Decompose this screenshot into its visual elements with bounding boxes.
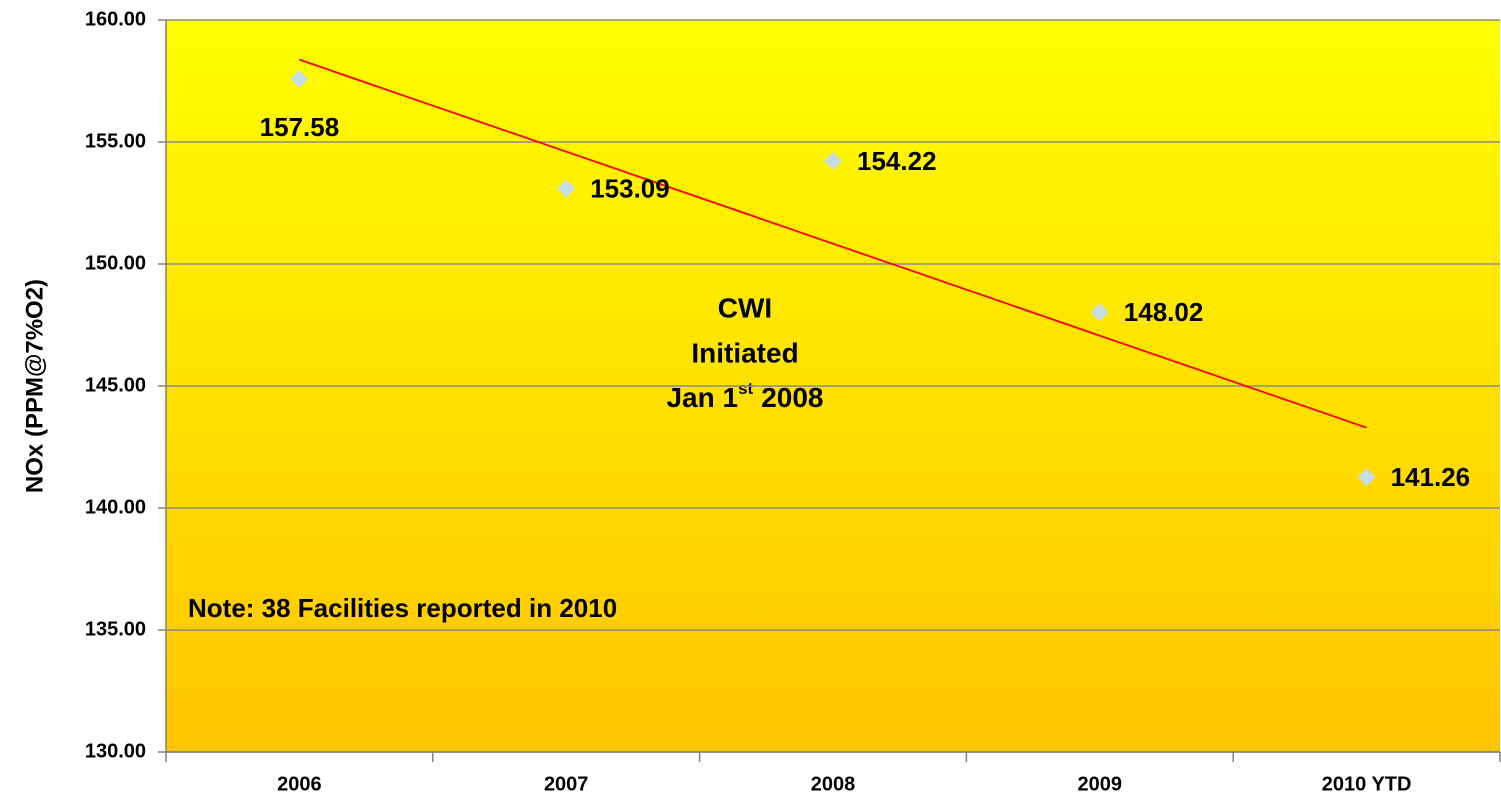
- data-label: 153.09: [590, 173, 670, 203]
- y-tick-label: 145.00: [85, 374, 146, 396]
- data-point: [290, 70, 309, 89]
- y-tick-label: 140.00: [85, 496, 146, 518]
- annotation: CWI: [718, 292, 772, 323]
- y-axis-title: NOx (PPM@7%O2): [21, 279, 48, 493]
- annotation-date: Jan 1: [666, 382, 738, 413]
- data-point: [824, 152, 842, 171]
- annotation: Jan 1st 2008: [666, 379, 823, 413]
- y-tick-label: 130.00: [85, 740, 146, 762]
- y-tick-label: 155.00: [85, 130, 146, 152]
- x-tick-label: 2006: [277, 773, 322, 795]
- data-label: 141.26: [1391, 462, 1471, 492]
- x-tick-label: 2007: [544, 773, 589, 795]
- x-tick-label: 2010 YTD: [1322, 773, 1412, 795]
- data-point: [557, 179, 576, 198]
- data-label: 157.58: [260, 112, 340, 142]
- data-label: 154.22: [857, 146, 937, 176]
- trendline: [299, 58, 1367, 429]
- data-point: [1357, 468, 1376, 487]
- x-tick-label: 2008: [811, 773, 856, 795]
- data-label: 148.02: [1124, 297, 1204, 327]
- annotation: Initiated: [691, 337, 798, 368]
- x-tick-label: 2009: [1078, 773, 1123, 795]
- y-tick-label: 150.00: [85, 252, 146, 274]
- annotation-year: 2008: [761, 382, 823, 413]
- note: Note: 38 Facilities reported in 2010: [188, 593, 617, 623]
- y-tick-label: 135.00: [85, 618, 146, 640]
- y-tick-label: 160.00: [85, 8, 146, 30]
- annotation-sup: st: [738, 379, 753, 398]
- data-point: [1090, 303, 1109, 322]
